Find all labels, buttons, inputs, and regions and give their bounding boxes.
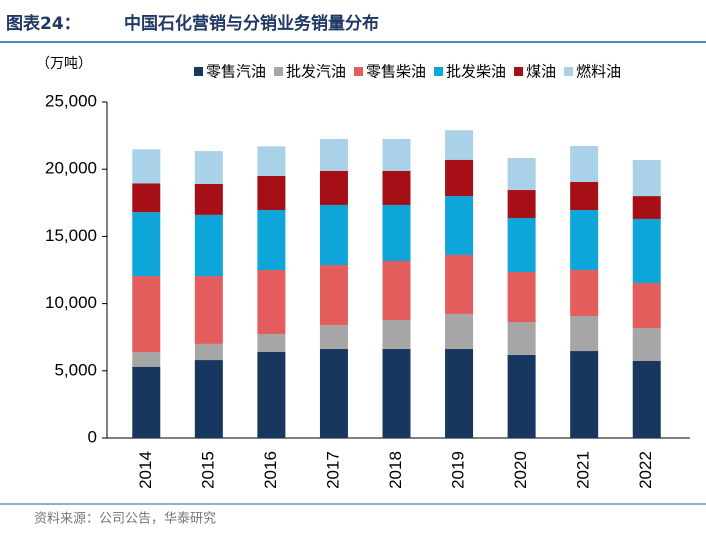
legend-label: 煤油: [526, 63, 556, 81]
bar-segment: [132, 149, 161, 184]
chart-title: 中国石化营销与分销业务销量分布: [124, 13, 379, 34]
bar-segment: [632, 283, 661, 329]
y-tick-label: 15,000: [45, 226, 97, 245]
bar-segment: [445, 130, 474, 160]
y-axis-label: （万吨）: [36, 56, 92, 72]
y-tick-label: 0: [88, 427, 97, 446]
bar-segment: [257, 270, 286, 334]
legend-swatch: [194, 67, 203, 76]
legend-swatch: [274, 67, 284, 76]
legend-label: 零售柴油: [366, 63, 426, 81]
bar-segment: [257, 333, 286, 352]
bar-segment: [132, 183, 161, 213]
bar-segment: [445, 159, 474, 197]
x-tick-label: 2018: [386, 451, 405, 489]
bar-segment: [445, 313, 474, 350]
bar-segment: [632, 160, 661, 197]
bar-segment: [319, 325, 348, 350]
legend-label: 零售汽油: [206, 63, 266, 81]
bar-segment: [570, 210, 599, 270]
bar-segment: [257, 175, 286, 211]
x-tick-label: 2015: [198, 451, 217, 489]
bar-segment: [132, 212, 161, 277]
bar-segment: [382, 138, 411, 171]
bar-segment: [257, 210, 286, 270]
x-tick-label: 2019: [449, 451, 468, 489]
bar-segment: [382, 204, 411, 261]
bar-segment: [132, 366, 161, 438]
bar-segment: [507, 322, 536, 355]
y-tick-label: 25,000: [45, 91, 97, 110]
x-tick-label: 2014: [136, 451, 155, 489]
bar-segment: [632, 328, 661, 361]
bar-segment: [570, 315, 599, 352]
legend-label: 燃料油: [576, 63, 621, 81]
bar-segment: [445, 196, 474, 255]
y-tick-label: 20,000: [45, 159, 97, 178]
y-tick-label: 5,000: [54, 360, 97, 379]
bar-segment: [507, 190, 536, 218]
bar-segment: [257, 351, 286, 438]
bar-segment: [132, 276, 161, 352]
bar-segment: [257, 146, 286, 176]
bar-segment: [445, 349, 474, 438]
legend-swatch: [434, 67, 444, 76]
bar-segment: [382, 260, 411, 320]
bar-segment: [445, 254, 474, 314]
legend-label: 批发汽油: [286, 63, 346, 81]
bar-segment: [632, 218, 661, 284]
bar-segment: [507, 354, 536, 438]
bar-segment: [632, 196, 661, 219]
source: 资料来源：公司公告，华泰研究: [34, 512, 216, 527]
bar-segment: [319, 138, 348, 171]
bar-segment: [507, 272, 536, 323]
bar-segment: [319, 204, 348, 266]
legend-swatch: [514, 67, 524, 76]
x-tick-label: 2021: [574, 451, 593, 489]
bar-segment: [570, 270, 599, 316]
bar-segment: [507, 158, 536, 191]
bar-segment: [319, 349, 348, 438]
bar-segment: [570, 145, 599, 182]
legend-swatch: [354, 67, 364, 76]
bar-segment: [194, 276, 223, 344]
legend-label: 批发柴油: [446, 63, 506, 81]
x-tick-label: 2017: [323, 451, 342, 489]
bar-segment: [507, 217, 536, 273]
bar-segment: [194, 183, 223, 215]
x-tick-label: 2022: [636, 451, 655, 489]
bar-segment: [570, 181, 599, 211]
bar-segment: [194, 360, 223, 438]
bar-segment: [570, 351, 599, 438]
bar-segment: [194, 214, 223, 277]
bar-segment: [382, 170, 411, 205]
legend-swatch: [564, 67, 574, 76]
figure-label: 图表24：: [6, 13, 81, 34]
bar-segment: [319, 170, 348, 205]
bar-segment: [382, 319, 411, 350]
x-tick-label: 2020: [511, 451, 530, 489]
bar-segment: [194, 343, 223, 361]
bar-segment: [319, 265, 348, 326]
bar-segment: [194, 151, 223, 184]
y-tick-label: 10,000: [45, 293, 97, 312]
bar-segment: [382, 349, 411, 438]
bar-segment: [132, 351, 161, 367]
x-tick-label: 2016: [261, 451, 280, 489]
bar-segment: [632, 360, 661, 438]
